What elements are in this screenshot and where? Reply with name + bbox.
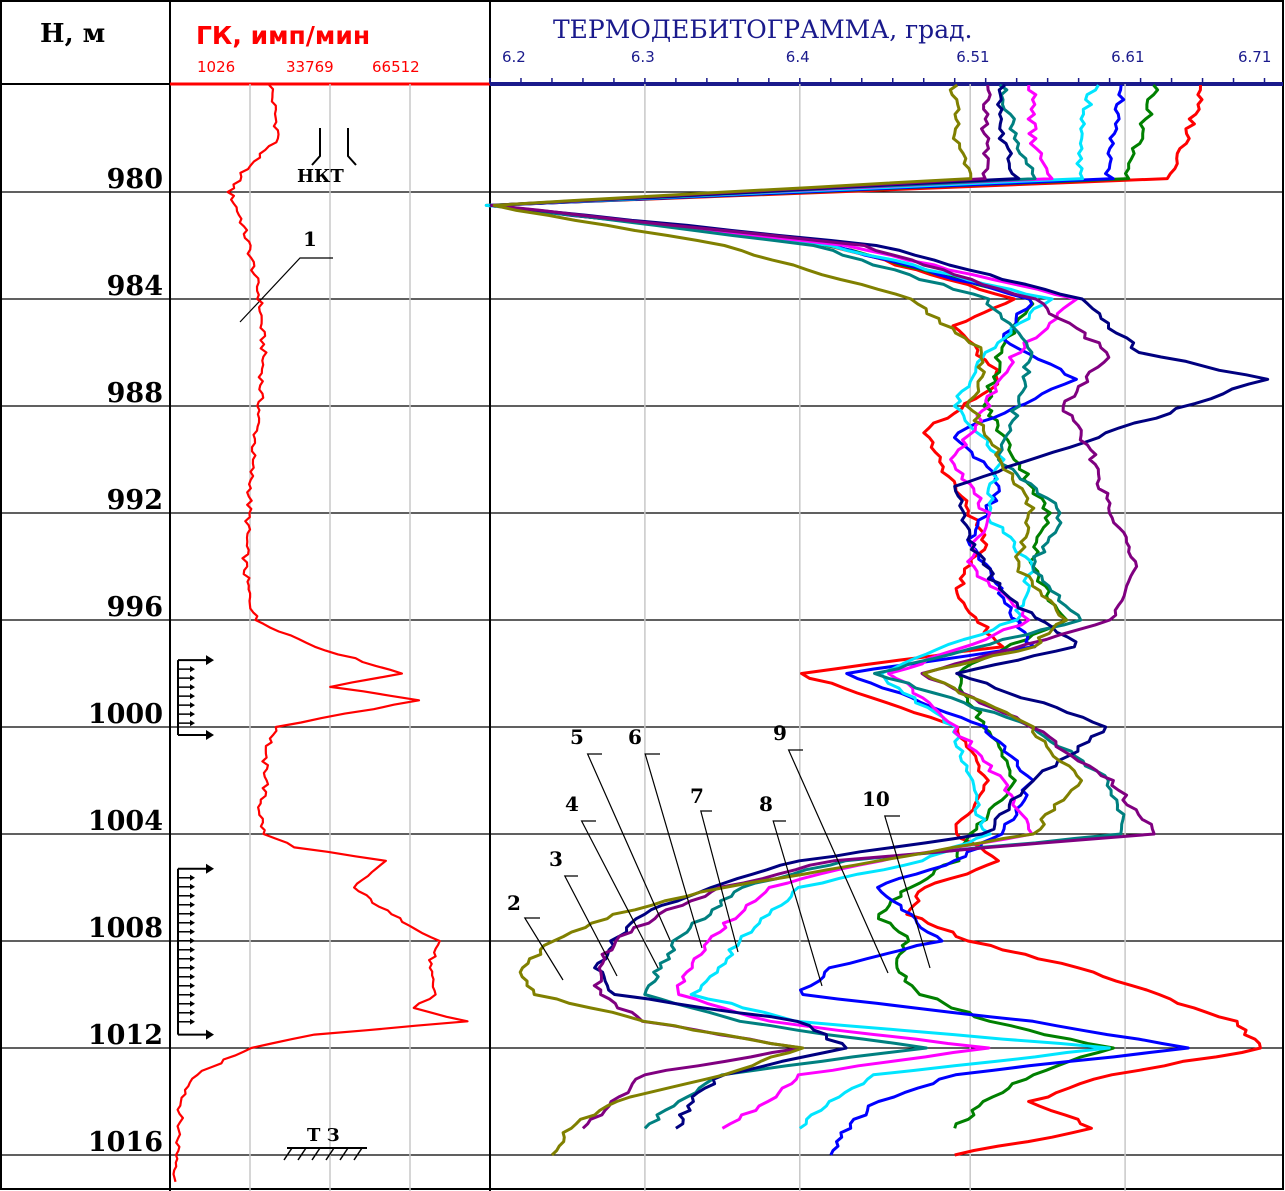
curve-number-label: 7: [690, 784, 704, 808]
depth-label: 996: [107, 592, 163, 623]
curve-leader: [883, 815, 931, 969]
depth-label: 980: [107, 164, 163, 195]
curve-number-label: 4: [565, 792, 579, 816]
gk-header: ГК, имп/мин: [196, 21, 370, 50]
curve-leader: [523, 917, 564, 981]
gk-tick-label: 33769: [286, 58, 334, 76]
curve-number-label: 2: [507, 891, 521, 915]
curve-number-label: 8: [759, 792, 773, 816]
curve-leader: [700, 810, 739, 953]
grid: [1, 84, 1283, 1191]
curve-leader: [644, 753, 703, 949]
temp-curve-7: [484, 84, 1111, 1130]
depth-label: 1012: [88, 1020, 163, 1051]
temp-tick-label: 6.2: [502, 48, 526, 66]
temp-tick-label: 6.71: [1238, 48, 1271, 66]
curve-number-label: 6: [628, 725, 642, 749]
depth-label: 1004: [88, 806, 163, 837]
gk-label-1: 1: [303, 227, 317, 251]
depth-label: 988: [107, 378, 163, 409]
gk-ticks: 1026 33769 66512: [197, 58, 420, 76]
curve-number-label: 10: [862, 787, 890, 811]
curves: [172, 83, 1270, 1183]
gk-curve: [172, 84, 469, 1183]
temp-tick-label: 6.51: [956, 48, 989, 66]
curve-leader: [787, 749, 889, 974]
curve-number-label: 5: [570, 725, 584, 749]
temp-tick-label: 6.3: [631, 48, 655, 66]
curve-number-label: 9: [773, 721, 787, 745]
temp-tick-label: 6.61: [1111, 48, 1144, 66]
depth-label: 992: [107, 485, 163, 516]
temp-curve-6: [490, 84, 1079, 1130]
gk-tick-label: 1026: [197, 58, 235, 76]
temp-curve-3: [490, 84, 1156, 1130]
tz-label: Т З: [307, 1125, 340, 1146]
depth-header: Н, м: [40, 19, 105, 49]
curve-leader: [580, 820, 659, 969]
temp-ticks: 6.2 6.3 6.4 6.51 6.61 6.71: [489, 48, 1271, 84]
temp-curve-5: [491, 83, 1126, 1130]
depth-label: 1008: [88, 913, 163, 944]
depth-label: 984: [107, 271, 163, 302]
perforation-marks: [177, 655, 214, 1040]
tz-annotation: Т З: [283, 1125, 367, 1161]
gk-tick-label: 66512: [372, 58, 420, 76]
depth-label: 1000: [88, 699, 163, 730]
curve-leader: [772, 820, 823, 987]
temp-curve-2: [492, 83, 1083, 1157]
curve-labels: 10 9 8 7 6 5 4 3 2: [507, 721, 931, 987]
nkt-annotation: НКТ: [297, 128, 357, 187]
nkt-label: НКТ: [297, 166, 344, 187]
curve-leader: [563, 875, 618, 977]
curve-number-label: 3: [549, 847, 563, 871]
temp-curve-4: [489, 83, 1270, 1130]
curve-leader: [586, 753, 671, 941]
temp-tick-label: 6.4: [786, 48, 810, 66]
depth-labels: 980 984 988 992 996 1000 1004 1008 1012 1016: [88, 164, 163, 1158]
depth-label: 1016: [88, 1127, 163, 1158]
temp-header: ТЕРМОДЕБИТОГРАММА, град.: [553, 15, 972, 44]
